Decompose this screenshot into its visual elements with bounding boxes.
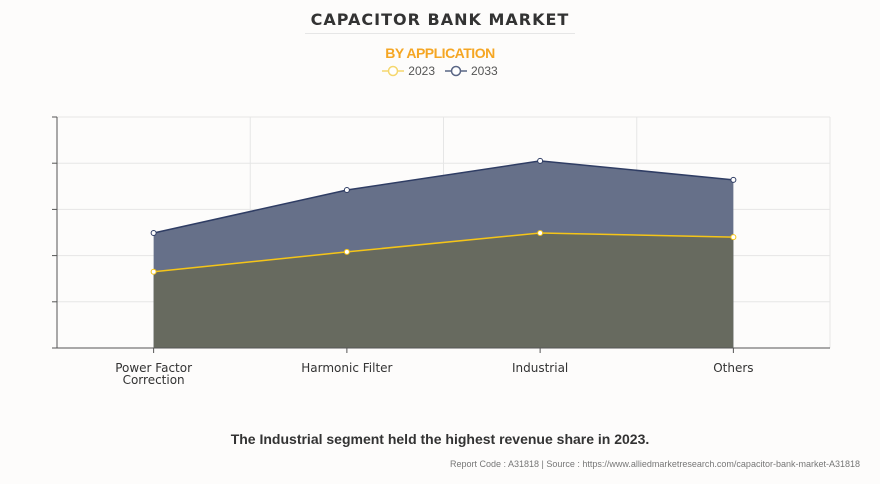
x-tick-label: Industrial [512,361,568,375]
title-divider [305,33,575,34]
point-2033 [150,229,157,236]
x-tick-label: Others [713,361,753,375]
legend-marker-2033-icon [445,65,467,77]
area-2023 [153,232,734,348]
chart-subtitle: BY APPLICATION [385,45,495,61]
x-tick-label: Harmonic Filter [301,361,392,375]
point-2033 [537,157,544,164]
point-2033 [730,176,737,183]
legend: 2023 2033 [0,64,880,78]
legend-item-2023[interactable]: 2023 [382,64,435,78]
footnote: The Industrial segment held the highest … [230,431,650,447]
point-2023 [150,268,157,275]
point-2023 [343,248,350,255]
point-2023 [730,234,737,241]
chart-title: CAPACITOR BANK MARKET [310,10,570,29]
line-2033 [153,160,734,234]
legend-item-2033[interactable]: 2033 [445,64,498,78]
x-tick-label: Power Factor Correction [115,361,192,387]
legend-marker-2023-icon [382,65,405,77]
area-chart: Power Factor Correction Harmonic Filter Ind… [52,116,831,387]
point-2023 [537,229,544,236]
legend-label-2023: 2023 [408,64,435,78]
legend-label-2033: 2033 [471,64,498,78]
point-2033 [343,186,350,193]
source-text: Report Code : A31818 | Source : https://… [449,459,860,469]
line-2023 [153,232,734,273]
